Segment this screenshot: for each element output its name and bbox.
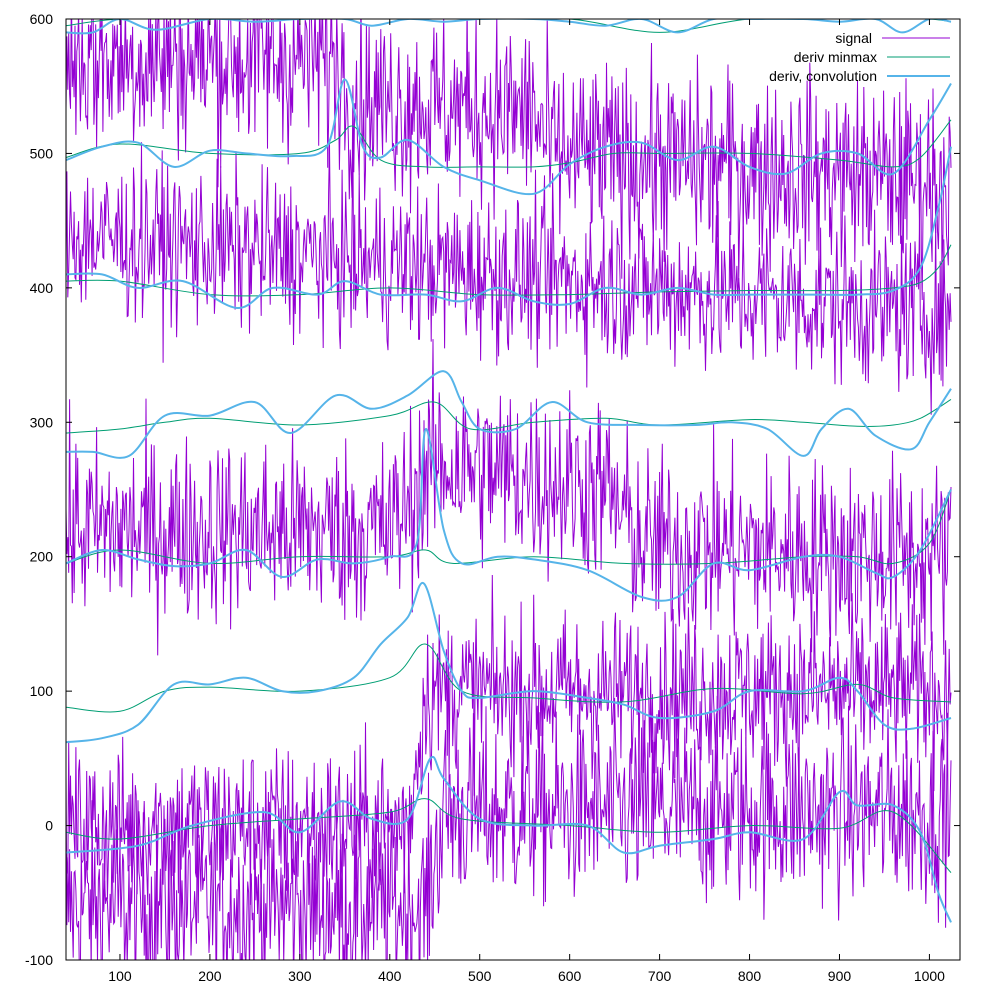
series-line-1-0 — [66, 798, 952, 873]
ticks-layer: 100 200 300 400 500 600 700 800 900 1000 -100 0 100 2… — [25, 11, 960, 984]
series-line-0-0 — [66, 695, 952, 960]
x-tick-label-6: 700 — [648, 968, 672, 984]
y-tick-label-6: 500 — [30, 145, 54, 161]
x-tick-label-2: 300 — [288, 968, 312, 984]
series-line-2-5 — [66, 78, 952, 196]
series-line-2-0 — [66, 755, 952, 923]
x-tick-label-9: 1000 — [914, 968, 945, 984]
legend-label-deriv-minmax: deriv minmax — [794, 49, 877, 65]
series-line-0-2 — [66, 339, 952, 656]
x-tick-label-4: 500 — [468, 968, 492, 984]
y-tick-label-5: 400 — [30, 280, 54, 296]
series-line-1-5 — [66, 119, 952, 168]
series-layer — [66, 19, 952, 960]
series-line-0-3 — [66, 141, 952, 415]
series-signal — [66, 19, 952, 960]
plot-frame — [65, 18, 961, 961]
y-tick-label-1: 0 — [45, 818, 53, 834]
series-line-1-3 — [66, 398, 952, 434]
x-tick-label-8: 900 — [828, 968, 852, 984]
series-line-2-3 — [66, 370, 952, 459]
y-tick-label-4: 300 — [30, 414, 54, 430]
series-line-2-4 — [66, 146, 952, 310]
y-tick-label-0: -100 — [25, 952, 53, 968]
series-line-1-4 — [66, 244, 952, 297]
y-tick-label-2: 100 — [30, 683, 54, 699]
x-tick-label-7: 800 — [738, 968, 762, 984]
x-tick-label-1: 200 — [198, 968, 222, 984]
series-line-1-2 — [66, 489, 952, 565]
series-line-0-1 — [66, 574, 952, 926]
series-line-2-1 — [66, 582, 952, 744]
x-tick-label-5: 600 — [558, 968, 582, 984]
series-line-2-2 — [66, 427, 952, 602]
legend: signal deriv minmax deriv, convolution — [769, 30, 950, 84]
legend-label-signal: signal — [835, 30, 872, 46]
legend-label-deriv-convolution: deriv, convolution — [769, 68, 877, 84]
x-tick-label-3: 400 — [378, 968, 402, 984]
x-tick-label-0: 100 — [108, 968, 132, 984]
series-line-0-4 — [66, 19, 952, 301]
y-tick-label-7: 600 — [30, 11, 54, 27]
y-tick-label-3: 200 — [30, 549, 54, 565]
